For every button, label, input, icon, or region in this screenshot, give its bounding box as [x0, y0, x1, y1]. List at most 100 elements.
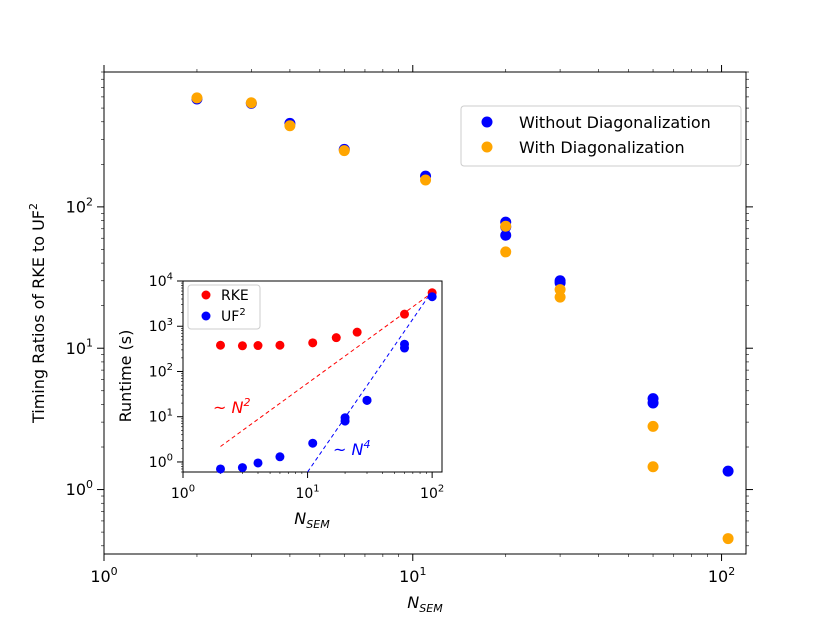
legend-marker-rke — [201, 290, 211, 300]
inset-x-tick-exp: 2 — [438, 484, 444, 495]
inset-y-tick-label: 103 — [149, 317, 173, 335]
inset-x-tick-base: 10 — [420, 486, 438, 502]
main-point-with-diagonalization — [338, 145, 350, 157]
inset-x-tick-base: 10 — [171, 486, 189, 502]
main-y-tick-exp: 2 — [86, 195, 93, 208]
guide-n4-sup: 4 — [363, 438, 370, 451]
main-legend: Without Diagonalization With Diagonaliza… — [460, 105, 742, 167]
guide-label-n4: ~ N4 — [333, 438, 370, 459]
inset-point-uf2 — [427, 292, 437, 302]
main-data-points — [191, 92, 734, 545]
inset-point-uf2 — [215, 464, 225, 474]
main-x-tick-label: 100 — [90, 565, 117, 586]
main-y-tick-base: 10 — [66, 197, 86, 216]
main-point-without-diagonalization — [500, 229, 512, 241]
inset-y-tick-base: 10 — [149, 319, 167, 335]
inset-point-rke — [237, 341, 247, 351]
inset-point-rke — [400, 309, 410, 319]
inset-y-axis-label: Runtime (s) — [116, 330, 135, 423]
inset-x-tick-label: 100 — [171, 484, 195, 502]
main-point-with-diagonalization — [500, 246, 512, 258]
inset-y-tick-exp: 1 — [167, 407, 173, 418]
inset-y-tick-exp: 2 — [167, 362, 173, 373]
main-point-with-diagonalization — [554, 291, 566, 303]
main-y-axis-label: Timing Ratios of RKE to UF2 — [27, 203, 48, 424]
legend-marker-uf2 — [201, 311, 211, 321]
guide-label-n2: ~ N2 — [213, 396, 250, 417]
main-x-tick-label: 102 — [708, 565, 735, 586]
inset-point-uf2 — [400, 339, 410, 349]
inset-point-rke — [253, 341, 263, 351]
inset-y-tick-base: 10 — [149, 455, 167, 471]
legend-label-uf2-sup: 2 — [239, 307, 245, 318]
main-legend-box — [460, 105, 742, 167]
inset-x-axis-label: NSEM — [294, 509, 330, 531]
legend-marker-with-diagonalization — [481, 141, 493, 153]
inset-point-uf2 — [362, 395, 372, 405]
main-point-with-diagonalization — [647, 461, 659, 473]
inset-x-label-base: N — [294, 509, 306, 528]
main-x-label-sub: SEM — [419, 602, 443, 615]
main-point-without-diagonalization — [647, 397, 659, 409]
inset-y-tick-label: 100 — [149, 453, 173, 471]
legend-label-with-diagonalization: With Diagonalization — [519, 138, 685, 157]
main-x-tick-base: 10 — [399, 567, 419, 586]
main-y-label-base: Timing Ratios of RKE to UF — [29, 210, 48, 424]
main-x-tick-exp: 2 — [728, 565, 735, 578]
main-x-tick-exp: 1 — [419, 565, 426, 578]
main-point-with-diagonalization — [420, 174, 432, 186]
main-x-tick-exp: 0 — [111, 565, 118, 578]
main-point-with-diagonalization — [191, 92, 203, 104]
inset-guide-lines — [220, 290, 433, 473]
inset-y-tick-label: 101 — [149, 407, 173, 425]
inset-data-points — [215, 288, 437, 474]
inset-y-tick-exp: 4 — [167, 272, 173, 283]
main-x-axis-label: NSEM — [407, 593, 443, 615]
inset-x-label-sub: SEM — [306, 518, 330, 531]
inset-x-tick-exp: 1 — [313, 484, 319, 495]
main-y-tick-base: 10 — [66, 339, 86, 358]
legend-marker-without-diagonalization — [481, 116, 493, 128]
inset-point-uf2 — [308, 438, 318, 448]
inset-y-tick-label: 102 — [149, 362, 173, 380]
inset-y-tick-base: 10 — [149, 410, 167, 426]
inset-y-tick-exp: 3 — [167, 317, 173, 328]
main-x-tick-label: 101 — [399, 565, 426, 586]
inset-point-rke — [331, 333, 341, 343]
main-y-label-sup: 2 — [27, 203, 40, 210]
main-x-tick-base: 10 — [90, 567, 110, 586]
inset-point-rke — [352, 327, 362, 337]
main-y-tick-label: 102 — [66, 195, 93, 216]
main-y-tick-base: 10 — [66, 480, 86, 499]
main-y-tick-label: 100 — [66, 478, 93, 499]
main-point-with-diagonalization — [722, 533, 734, 545]
main-y-tick-exp: 1 — [86, 337, 93, 350]
legend-label-without-diagonalization: Without Diagonalization — [519, 113, 711, 132]
inset-point-uf2 — [340, 413, 350, 423]
inset-point-rke — [215, 340, 225, 350]
inset-x-tick-label: 102 — [420, 484, 444, 502]
inset-legend: RKE UF2 — [187, 284, 261, 330]
legend-label-uf2: UF2 — [221, 307, 246, 325]
main-x-label-base: N — [407, 593, 419, 612]
main-x-tick-base: 10 — [708, 567, 728, 586]
guide-n4-base: ~ N — [333, 440, 363, 459]
main-y-tick-exp: 0 — [86, 478, 93, 491]
inset-y-tick-exp: 0 — [167, 453, 173, 464]
inset-point-uf2 — [253, 458, 263, 468]
main-point-with-diagonalization — [284, 120, 296, 132]
main-y-tick-label: 101 — [66, 337, 93, 358]
guide-n2-base: ~ N — [213, 398, 243, 417]
main-point-with-diagonalization — [647, 420, 659, 432]
guide-n2-sup: 2 — [243, 396, 250, 409]
inset-x-tick-label: 101 — [295, 484, 319, 502]
legend-label-uf2-base: UF — [221, 309, 239, 325]
inset-point-uf2 — [237, 463, 247, 473]
inset-point-rke — [275, 340, 285, 350]
main-point-with-diagonalization — [554, 284, 566, 296]
main-point-with-diagonalization — [245, 97, 257, 109]
legend-label-rke: RKE — [221, 288, 249, 304]
inset-guide-line-n2 — [220, 292, 433, 447]
